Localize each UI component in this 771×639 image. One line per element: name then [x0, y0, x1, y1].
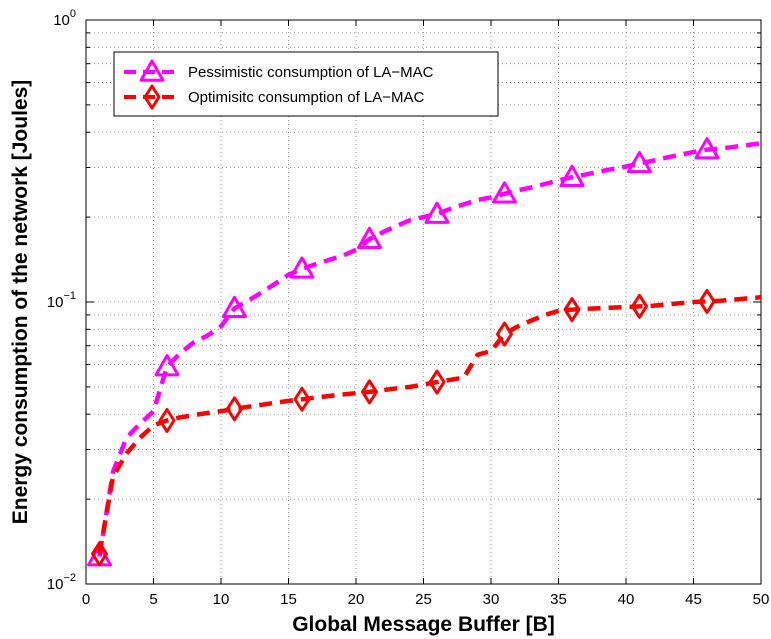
data-point-triangle	[559, 164, 585, 187]
data-point-diamond	[698, 288, 716, 314]
legend-box	[113, 51, 499, 117]
x-axis-label: Global Message Buffer [B]	[292, 613, 555, 636]
legend-text-optimistic: Optimisitc consumption of LA−MAC	[188, 89, 425, 106]
x-tick-label: 10	[213, 591, 230, 608]
y-tick-exponent: −2	[63, 572, 76, 584]
data-point-diamond	[91, 541, 108, 567]
y-tick-exponent: −1	[63, 290, 76, 302]
y-tick-exponent: 0	[70, 8, 76, 20]
y-tick-label: 10−1	[47, 290, 76, 311]
x-tick-label: 5	[149, 591, 157, 608]
legend-text-pessimistic: Pessimistic consumption of LA−MAC	[188, 64, 434, 81]
legend-entry-pessimistic: Pessimistic consumption of LA−MAC	[124, 59, 434, 82]
y-tick-label: 100	[53, 8, 76, 29]
x-tick-label: 0	[82, 591, 90, 608]
x-tick-label: 30	[483, 591, 500, 608]
data-point-diamond	[563, 297, 581, 323]
data-point-triangle	[154, 354, 180, 377]
data-point-triangle	[492, 181, 517, 204]
y-tick-base: 10	[47, 294, 64, 311]
data-point-triangle	[222, 295, 247, 319]
x-tick-label: 25	[415, 591, 432, 608]
data-point-diamond	[293, 386, 311, 412]
series-layer	[87, 137, 762, 567]
legend: Pessimistic consumption of LA−MAC Optimi…	[113, 51, 499, 117]
data-point-triangle	[627, 150, 652, 174]
x-tick-label: 15	[280, 591, 297, 608]
data-point-triangle	[424, 201, 450, 224]
legend-entry-optimistic: Optimisitc consumption of LA−MAC	[124, 84, 425, 110]
legend-marker-diamond	[143, 84, 161, 110]
y-tick-label: 10−2	[47, 572, 76, 593]
x-tick-label: 50	[753, 591, 770, 608]
data-point-diamond	[631, 293, 648, 319]
y-axis-label: Energy consumption of the network [Joule…	[9, 80, 32, 525]
data-point-diamond	[158, 408, 176, 434]
data-point-diamond	[226, 396, 243, 422]
data-point-triangle	[694, 137, 720, 160]
data-point-triangle	[357, 226, 382, 249]
data-point-diamond	[361, 379, 378, 405]
y-tick-base: 10	[53, 12, 70, 29]
x-tick-label: 20	[348, 591, 365, 608]
x-tick-label: 35	[550, 591, 567, 608]
legend-marker-triangle	[139, 59, 165, 82]
series-optimistic	[91, 288, 762, 567]
x-tick-label: 40	[618, 591, 635, 608]
data-point-diamond	[428, 369, 446, 395]
data-point-diamond	[496, 321, 513, 347]
y-tick-base: 10	[47, 576, 64, 593]
data-point-triangle	[289, 256, 315, 279]
x-tick-label: 45	[685, 591, 702, 608]
